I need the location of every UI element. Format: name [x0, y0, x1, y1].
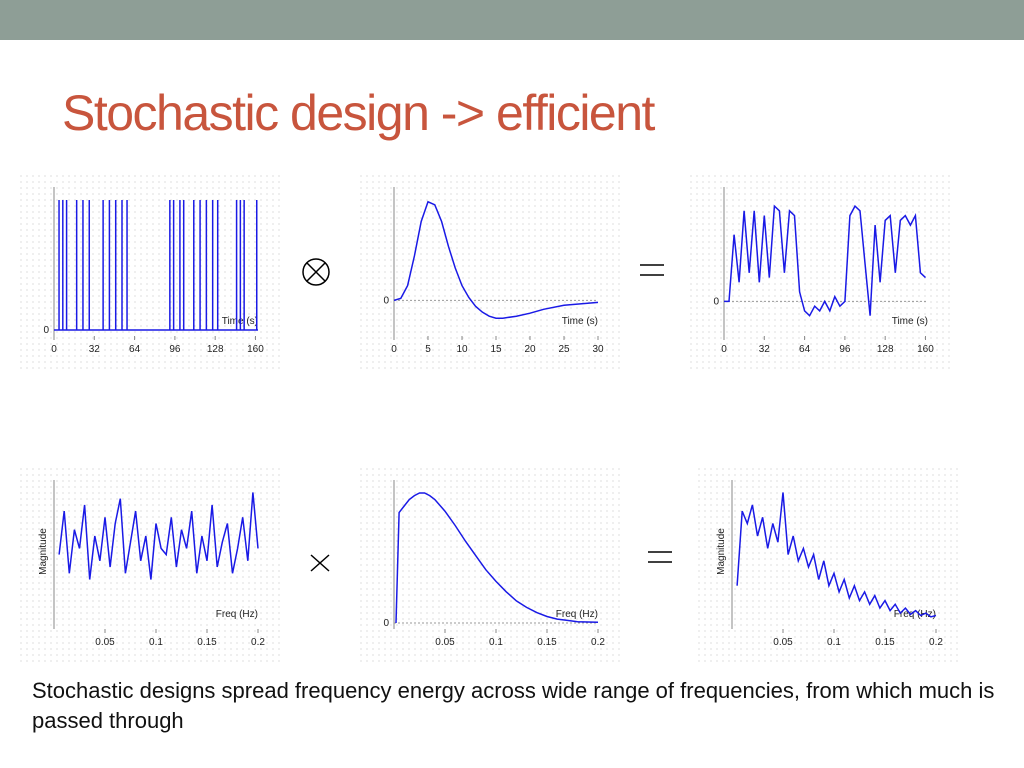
equals-symbol [648, 551, 672, 563]
x-tick-label: 0.2 [591, 637, 605, 648]
multiply-symbol [310, 554, 330, 572]
x-tick-label: 25 [558, 344, 570, 355]
x-tick-label: 10 [456, 344, 468, 355]
background-grid [360, 468, 620, 663]
x-tick-label: 32 [89, 344, 101, 355]
caption: Stochastic designs spread frequency ener… [32, 678, 995, 733]
background-grid [360, 175, 620, 370]
x-axis-label: Freq (Hz) [556, 609, 598, 620]
y-tick-label: 0 [383, 618, 389, 629]
x-axis-label: Time (s) [562, 316, 598, 327]
x-tick-label: 0 [721, 344, 727, 355]
x-tick-label: 0.1 [827, 637, 841, 648]
x-tick-label: 20 [524, 344, 536, 355]
chart: 0 0 5 10 15 20 25 30 Time (s) [360, 175, 620, 370]
slide-title: Stochastic design -> efficient [62, 85, 655, 141]
x-tick-label: 0.2 [251, 637, 265, 648]
x-tick-label: 0.05 [95, 637, 115, 648]
x-tick-label: 128 [207, 344, 224, 355]
x-tick-label: 160 [917, 344, 934, 355]
x-tick-label: 64 [129, 344, 141, 355]
y-axis-label: Magnitude [38, 528, 49, 575]
background-grid [690, 175, 950, 370]
x-tick-label: 0.1 [149, 637, 163, 648]
chart: 0.05 0.1 0.15 0.2 Freq (Hz) Magnitude [698, 468, 958, 663]
x-tick-label: 128 [877, 344, 894, 355]
data-line [58, 492, 259, 580]
chart: 0 0.05 0.1 0.15 0.2 Freq (Hz) [360, 468, 620, 663]
x-axis-label: Freq (Hz) [216, 609, 258, 620]
x-tick-label: 0 [391, 344, 397, 355]
x-tick-label: 30 [592, 344, 604, 355]
x-tick-label: 0.2 [929, 637, 943, 648]
data-line [724, 204, 927, 317]
data-line [395, 492, 599, 624]
y-tick-label: 0 [713, 296, 719, 307]
chart: 0 0 32 64 96 128 160 Time (s) [690, 175, 950, 370]
x-tick-label: 0.15 [197, 637, 217, 648]
x-tick-label: 32 [759, 344, 771, 355]
data-line [736, 492, 937, 618]
y-tick-label: 0 [43, 325, 49, 336]
x-tick-label: 5 [425, 344, 431, 355]
x-tick-label: 15 [490, 344, 502, 355]
x-axis-label: Time (s) [892, 316, 928, 327]
x-tick-label: 0.15 [537, 637, 557, 648]
x-tick-label: 64 [799, 344, 811, 355]
x-tick-label: 0 [51, 344, 57, 355]
x-tick-label: 0.15 [875, 637, 895, 648]
x-tick-label: 0.05 [773, 637, 793, 648]
x-axis-label: Freq (Hz) [894, 609, 936, 620]
x-tick-label: 96 [169, 344, 181, 355]
header-bar [0, 0, 1024, 40]
x-tick-label: 0.05 [435, 637, 455, 648]
y-tick-label: 0 [383, 295, 389, 306]
chart: 0.05 0.1 0.15 0.2 Freq (Hz) Magnitude [20, 468, 280, 663]
convolution-symbol [302, 258, 330, 286]
x-tick-label: 96 [839, 344, 851, 355]
y-axis-label: Magnitude [716, 528, 727, 575]
x-tick-label: 160 [247, 344, 264, 355]
data-line [393, 200, 599, 319]
equals-symbol [640, 264, 664, 276]
background-grid [698, 468, 958, 663]
x-tick-label: 0.1 [489, 637, 503, 648]
